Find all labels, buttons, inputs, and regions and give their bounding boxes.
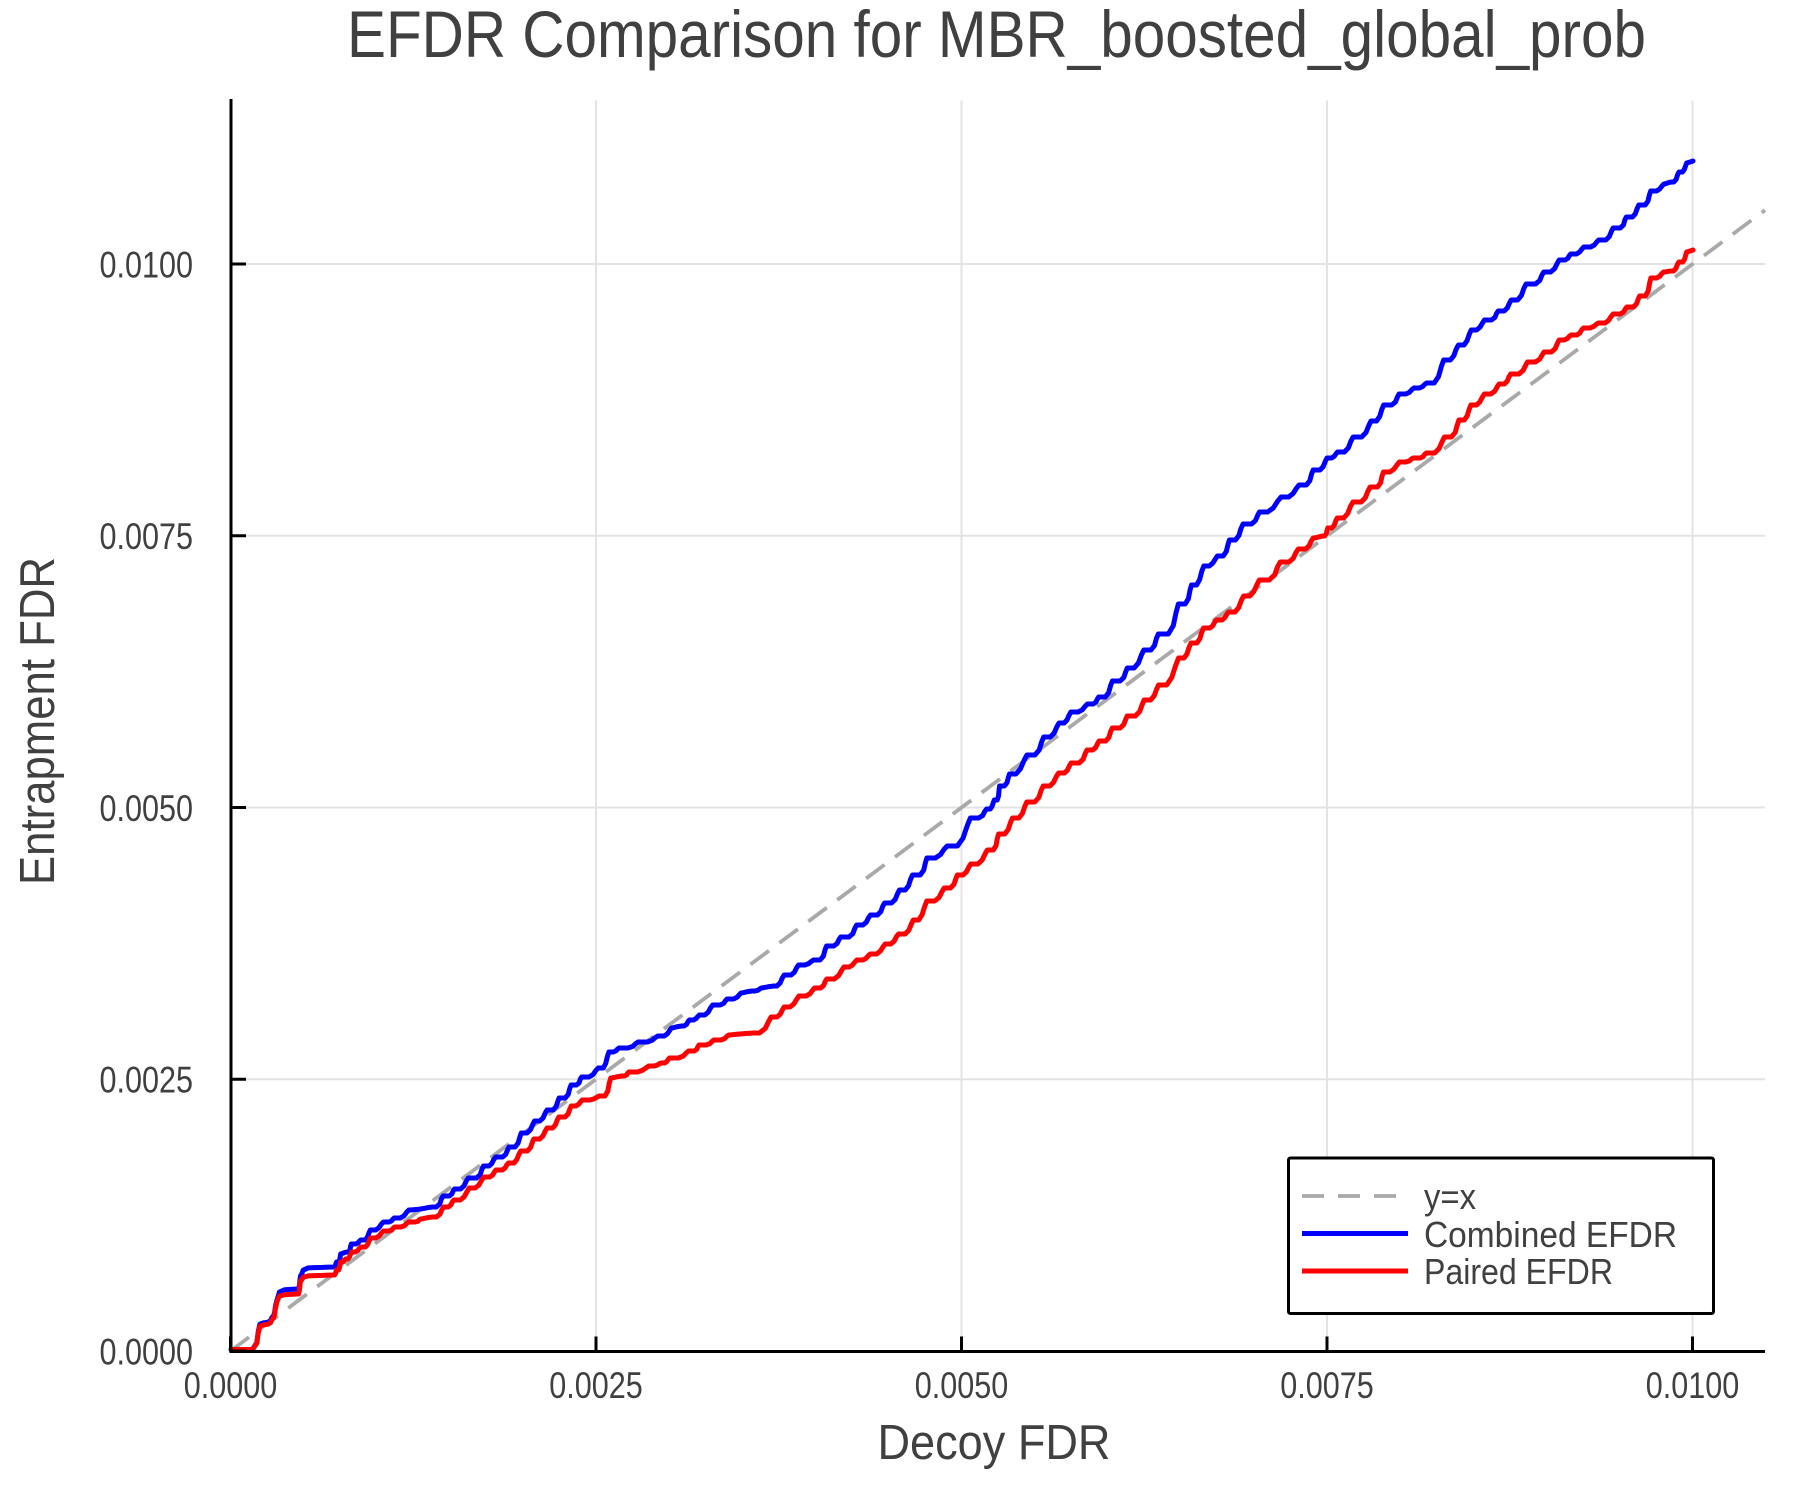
svg-text:0.0050: 0.0050 <box>915 1365 1009 1406</box>
svg-text:0.0000: 0.0000 <box>100 1331 194 1372</box>
svg-text:Entrapment FDR: Entrapment FDR <box>10 557 65 885</box>
svg-text:Decoy FDR: Decoy FDR <box>878 1415 1111 1470</box>
svg-text:0.0025: 0.0025 <box>100 1060 194 1101</box>
svg-text:0.0100: 0.0100 <box>100 244 194 285</box>
svg-text:0.0025: 0.0025 <box>549 1365 643 1406</box>
svg-text:Combined EFDR: Combined EFDR <box>1424 1214 1677 1255</box>
svg-text:0.0050: 0.0050 <box>100 788 194 829</box>
svg-text:0.0100: 0.0100 <box>1646 1365 1740 1406</box>
svg-text:y=x: y=x <box>1424 1176 1476 1217</box>
svg-text:0.0075: 0.0075 <box>1280 1365 1374 1406</box>
svg-text:0.0000: 0.0000 <box>184 1365 278 1406</box>
svg-text:Paired EFDR: Paired EFDR <box>1424 1251 1613 1292</box>
svg-text:0.0075: 0.0075 <box>100 516 194 557</box>
svg-text:EFDR Comparison for MBR_booste: EFDR Comparison for MBR_boosted_global_p… <box>347 0 1646 71</box>
